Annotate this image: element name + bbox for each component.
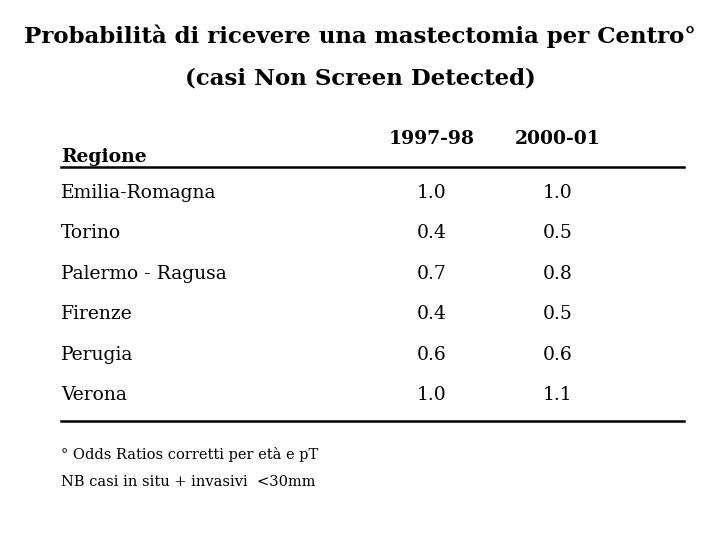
Text: 0.4: 0.4 [417, 305, 447, 323]
Text: 0.7: 0.7 [417, 265, 447, 282]
Text: 0.6: 0.6 [543, 346, 573, 363]
Text: 1997-98: 1997-98 [389, 130, 475, 147]
Text: Emilia-Romagna: Emilia-Romagna [61, 184, 217, 201]
Text: Perugia: Perugia [61, 346, 134, 363]
Text: ° Odds Ratios corretti per età e pT: ° Odds Ratios corretti per età e pT [61, 447, 318, 462]
Text: 0.8: 0.8 [543, 265, 573, 282]
Text: Torino: Torino [61, 224, 122, 242]
Text: 1.0: 1.0 [417, 386, 447, 404]
Text: 0.6: 0.6 [417, 346, 447, 363]
Text: 0.4: 0.4 [417, 224, 447, 242]
Text: Probabilità di ricevere una mastectomia per Centro°: Probabilità di ricevere una mastectomia … [24, 24, 696, 48]
Text: (casi Non Screen Detected): (casi Non Screen Detected) [184, 68, 536, 90]
Text: 2000-01: 2000-01 [515, 130, 601, 147]
Text: 1.0: 1.0 [417, 184, 447, 201]
Text: 0.5: 0.5 [543, 224, 573, 242]
Text: Verona: Verona [61, 386, 127, 404]
Text: NB casi in situ + invasivi  <30mm: NB casi in situ + invasivi <30mm [61, 475, 315, 489]
Text: 1.1: 1.1 [543, 386, 573, 404]
Text: Palermo - Ragusa: Palermo - Ragusa [61, 265, 227, 282]
Text: 1.0: 1.0 [543, 184, 573, 201]
Text: Regione: Regione [61, 148, 147, 166]
Text: 0.5: 0.5 [543, 305, 573, 323]
Text: Firenze: Firenze [61, 305, 133, 323]
